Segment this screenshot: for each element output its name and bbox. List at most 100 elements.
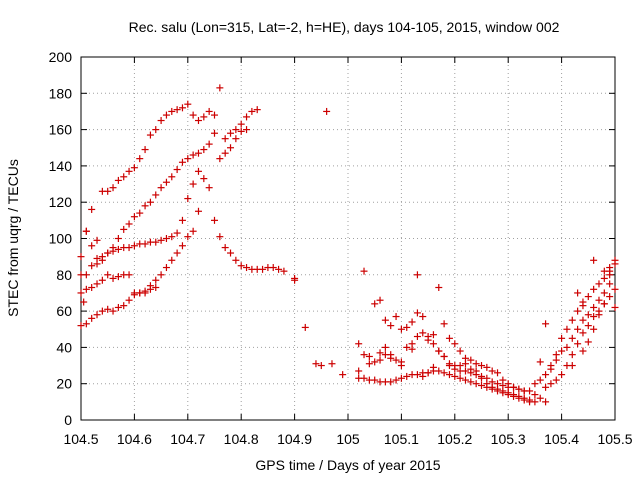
data-point (429, 363, 437, 371)
data-point (200, 146, 208, 154)
grid-lines (81, 57, 615, 420)
data-point (237, 127, 245, 135)
data-point (387, 378, 395, 386)
data-point (472, 367, 480, 375)
data-point (606, 271, 614, 279)
data-point (168, 173, 176, 181)
data-point (109, 307, 117, 315)
data-point (563, 325, 571, 333)
data-point (360, 351, 368, 359)
data-point (600, 300, 608, 308)
data-point (478, 382, 485, 390)
data-point (376, 356, 384, 364)
data-point (419, 372, 427, 380)
data-point (387, 351, 395, 359)
data-point (467, 378, 475, 386)
data-point (194, 167, 202, 175)
data-point (88, 205, 96, 213)
data-point (104, 187, 112, 195)
data-point (558, 334, 566, 342)
data-point (536, 376, 544, 384)
data-point (584, 311, 592, 319)
data-point (237, 262, 245, 270)
data-point (146, 131, 154, 139)
data-point (157, 117, 165, 125)
data-point (531, 380, 539, 388)
data-point (173, 166, 181, 174)
data-point (600, 289, 608, 297)
data-point (606, 280, 614, 288)
data-point (82, 227, 90, 235)
data-point (211, 111, 218, 119)
data-point (178, 242, 186, 250)
data-point (98, 307, 106, 315)
data-point (440, 369, 448, 377)
x-tick-label: 104.6 (117, 431, 152, 447)
data-point (152, 284, 160, 292)
data-point (392, 313, 400, 321)
data-point (93, 254, 101, 262)
data-point (536, 394, 544, 402)
data-point (584, 338, 592, 346)
data-point (526, 387, 534, 395)
data-point (125, 244, 133, 252)
data-point (162, 178, 170, 186)
data-point (328, 360, 336, 368)
data-point (606, 264, 614, 272)
data-point (125, 220, 133, 228)
data-point (403, 343, 411, 351)
data-point (136, 155, 144, 163)
data-point (275, 265, 283, 273)
data-point (243, 126, 251, 134)
data-point (82, 285, 90, 293)
data-point (80, 298, 88, 306)
x-tick-label: 105.1 (384, 431, 419, 447)
data-point (130, 164, 138, 172)
data-point (205, 184, 213, 192)
data-point (531, 391, 539, 399)
data-point (478, 372, 485, 380)
data-point (194, 149, 202, 157)
axis-ticks (80, 56, 616, 421)
data-point (590, 256, 598, 264)
y-tick-label: 120 (49, 194, 73, 210)
data-point (360, 374, 368, 382)
data-point (189, 151, 197, 159)
data-point (146, 285, 154, 293)
data-point (157, 236, 165, 244)
data-point (141, 146, 149, 154)
data-point (403, 323, 411, 331)
x-tick-label: 105.5 (597, 431, 632, 447)
data-point (205, 107, 213, 115)
data-point (488, 367, 496, 375)
data-point (413, 333, 421, 341)
data-point (445, 371, 453, 379)
data-point (456, 362, 464, 370)
data-point (371, 358, 379, 366)
data-point (568, 316, 576, 324)
x-tick-label: 105.3 (491, 431, 526, 447)
data-point (227, 129, 235, 137)
data-point (478, 362, 485, 370)
data-point (445, 360, 453, 368)
data-point (435, 284, 443, 292)
data-point (403, 372, 411, 380)
data-point (456, 374, 464, 382)
data-point (152, 126, 160, 134)
data-point (413, 371, 421, 379)
data-point (424, 333, 432, 341)
data-point (168, 256, 176, 264)
data-point (130, 242, 138, 250)
data-point (141, 202, 149, 210)
data-point (600, 267, 608, 275)
data-point (141, 289, 149, 297)
data-point (205, 140, 213, 148)
data-point (552, 351, 560, 359)
data-point (189, 180, 197, 188)
data-point (178, 216, 186, 224)
data-point (467, 356, 475, 364)
data-point (77, 322, 85, 330)
data-point (440, 352, 448, 360)
data-point (611, 256, 619, 264)
data-point (253, 106, 261, 114)
